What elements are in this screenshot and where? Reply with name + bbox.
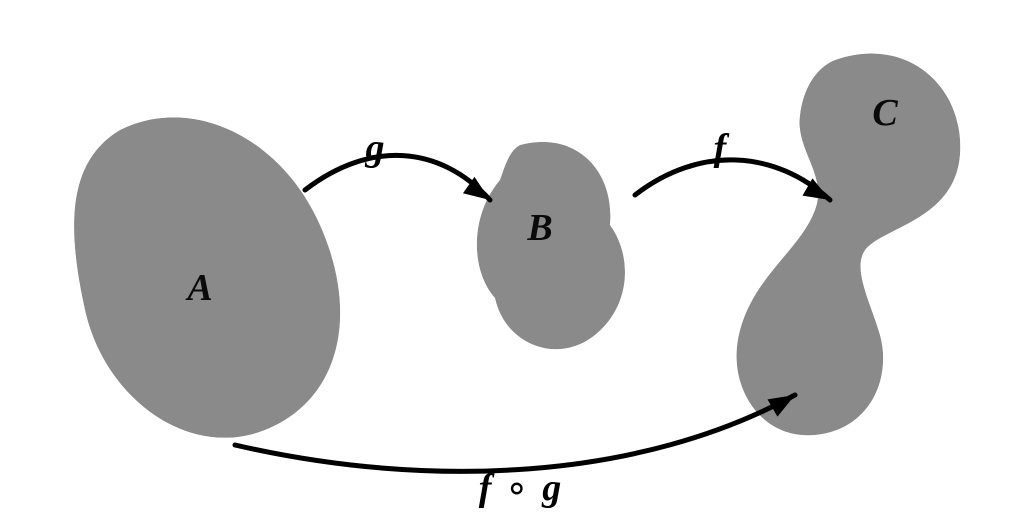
compose-icon: ∘ bbox=[505, 467, 529, 509]
set-c-blob bbox=[737, 53, 961, 435]
arrow-fog-label: f ∘ g bbox=[479, 467, 561, 509]
arrow-f-label: f bbox=[714, 127, 730, 169]
arrow-fog-label-f: f bbox=[479, 467, 495, 509]
arrow-fog bbox=[235, 395, 795, 471]
set-c-label: C bbox=[872, 92, 898, 134]
arrow-g-label: g bbox=[365, 127, 385, 169]
composition-diagram: A B C g f f ∘ g bbox=[0, 0, 1024, 525]
arrow-fog-label-g: g bbox=[541, 467, 561, 509]
arrow-g bbox=[305, 155, 490, 200]
arrow-f bbox=[635, 160, 830, 200]
set-a-label: A bbox=[185, 267, 212, 309]
set-b-label: B bbox=[526, 207, 552, 249]
